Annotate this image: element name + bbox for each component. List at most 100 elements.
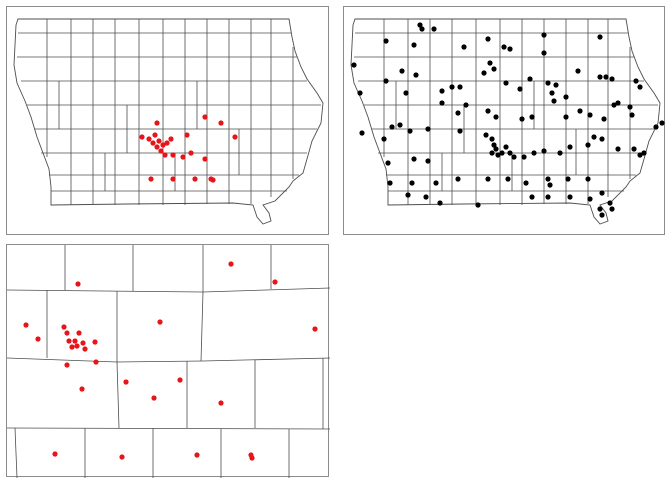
map-point (511, 154, 517, 160)
map-point (633, 78, 639, 84)
map-point (637, 84, 643, 90)
map-point (653, 124, 659, 130)
map-point (152, 132, 158, 138)
map-point (351, 62, 357, 68)
map-point (601, 116, 607, 122)
map-point (184, 132, 190, 138)
map-point (587, 112, 593, 118)
map-point (156, 138, 162, 144)
map-point (397, 122, 403, 128)
map-point (455, 176, 461, 182)
map-point (599, 190, 605, 196)
map-point (92, 339, 98, 345)
map-point (249, 455, 255, 461)
map-point (503, 144, 509, 150)
map-point (385, 160, 391, 166)
map-point (123, 379, 129, 385)
map-point (503, 80, 509, 86)
map-point (170, 152, 176, 158)
iowa-state-outline (350, 18, 661, 225)
map-point (523, 180, 529, 186)
map-point (597, 74, 603, 80)
map-point (527, 76, 533, 82)
map-point (150, 140, 156, 146)
map-point (483, 132, 489, 138)
map-point (93, 359, 99, 365)
map-point (485, 36, 491, 42)
map-panel-zoom-subset (6, 244, 330, 478)
map-point (493, 114, 499, 120)
map-point (75, 281, 81, 287)
map-point (188, 150, 194, 156)
map-point (489, 136, 495, 142)
map-point (505, 176, 511, 182)
map-point (659, 120, 665, 126)
map-point (529, 114, 535, 120)
map-point (507, 150, 513, 156)
map-point (541, 32, 547, 38)
map-point (545, 194, 551, 200)
map-point (66, 338, 72, 344)
map-point (475, 202, 481, 208)
map-point (491, 142, 497, 148)
map-point (52, 451, 58, 457)
map-point (609, 76, 615, 82)
map-point (577, 108, 583, 114)
map-point (417, 22, 423, 28)
map-point (76, 330, 82, 336)
map-point (82, 346, 88, 352)
map-panel-iowa-subset (6, 6, 329, 235)
map-point (529, 194, 535, 200)
map-point (359, 130, 365, 136)
map-point (531, 150, 537, 156)
map-point (567, 144, 573, 150)
map-point (162, 152, 168, 158)
map-point (407, 128, 413, 134)
map-point (597, 206, 603, 212)
map-point (228, 261, 234, 267)
map-point (202, 114, 208, 120)
map-point (493, 146, 499, 152)
map-point (607, 200, 613, 206)
map-point (411, 42, 417, 48)
map-point (449, 84, 455, 90)
county-grid (354, 19, 658, 205)
map-point (629, 112, 635, 118)
map-point (627, 104, 633, 110)
iowa-map-all (350, 18, 665, 225)
map-point (64, 330, 70, 336)
map-point (585, 176, 591, 182)
map-point (551, 98, 557, 104)
map-point (194, 452, 200, 458)
map-point (411, 156, 417, 162)
map-point (423, 194, 429, 200)
map-point (139, 134, 145, 140)
map-point (312, 326, 318, 332)
map-point (549, 90, 555, 96)
map-point (541, 148, 547, 154)
map-point (160, 142, 166, 148)
map-point (158, 148, 164, 154)
map-point (495, 152, 501, 158)
map-point (553, 82, 559, 88)
map-point (146, 136, 152, 142)
map-point (202, 156, 208, 162)
map-point (170, 176, 176, 182)
map-point (481, 70, 487, 76)
map-point (545, 80, 551, 86)
map-point (425, 126, 431, 132)
map-point (383, 78, 389, 84)
map-point (591, 134, 597, 140)
map-point (599, 212, 605, 218)
map-point (272, 279, 278, 285)
map-point (567, 194, 573, 200)
map-point (587, 196, 593, 202)
map-point (69, 344, 75, 350)
map-point (563, 114, 569, 120)
map-point (425, 158, 431, 164)
map-point (218, 120, 224, 126)
map-point (519, 116, 525, 122)
map-point (79, 386, 85, 392)
zoom-map-subset (7, 245, 330, 478)
county-grid (7, 245, 330, 478)
